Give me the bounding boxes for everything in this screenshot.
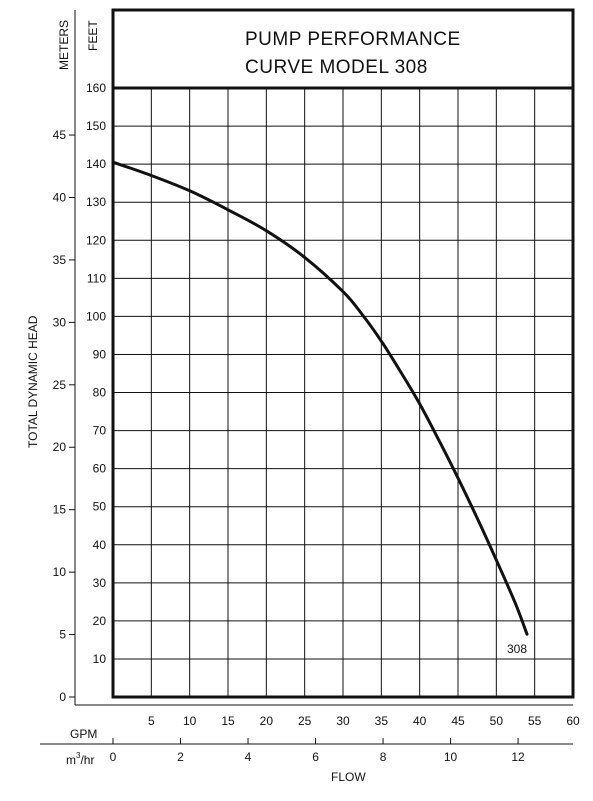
axes: [40, 10, 573, 745]
m3hr-tick-label: 4: [245, 750, 252, 764]
series-308-line: [111, 160, 529, 636]
meters-tick-label: 45: [53, 128, 67, 142]
gpm-tick-label: 5: [148, 714, 155, 728]
meters-tick-label: 30: [53, 315, 67, 329]
m3hr-tick-label: 2: [177, 750, 184, 764]
feet-tick-label: 90: [93, 347, 107, 361]
meters-tick-label: 40: [53, 190, 67, 204]
feet-tick-label: 120: [86, 233, 106, 247]
feet-tick-label: 150: [86, 119, 106, 133]
m3hr-tick-label: 0: [110, 750, 117, 764]
gpm-tick-label: 35: [375, 714, 389, 728]
meters-tick-label: 0: [59, 690, 66, 704]
feet-tick-label: 30: [93, 576, 107, 590]
gpm-tick-label: 25: [298, 714, 312, 728]
meters-tick-label: 5: [59, 628, 66, 642]
gpm-tick-label: 50: [490, 714, 504, 728]
feet-tick-label: 160: [86, 81, 106, 95]
feet-tick-label: 110: [87, 271, 106, 285]
m3hr-unit-rest: /hr: [80, 753, 94, 767]
meters-unit-label: METERS: [57, 20, 71, 70]
series-layer: 308: [111, 160, 529, 656]
feet-tick-label: 70: [93, 424, 107, 438]
feet-tick-label: 100: [86, 309, 106, 323]
feet-tick-label: 130: [86, 195, 106, 209]
meters-tick-label: 15: [53, 503, 67, 517]
m3hr-tick-label: 10: [444, 750, 458, 764]
chart-title-line-2: CURVE MODEL 308: [245, 57, 428, 78]
m3hr-tick-label: 6: [312, 750, 319, 764]
meters-tick-label: 25: [53, 378, 67, 392]
feet-tick-label: 80: [93, 386, 107, 400]
gpm-tick-label: 55: [528, 714, 542, 728]
y-axis-title: TOTAL DYNAMIC HEAD: [26, 315, 40, 448]
meters-tick-label: 10: [53, 565, 67, 579]
feet-tick-label: 40: [93, 538, 107, 552]
gpm-tick-label: 15: [221, 714, 235, 728]
grid: [113, 88, 573, 697]
meters-tick-label: 35: [53, 253, 67, 267]
feet-tick-label: 60: [93, 462, 107, 476]
gpm-tick-label: 40: [413, 714, 427, 728]
chart-title-line-1: PUMP PERFORMANCE: [245, 29, 461, 50]
m3hr-unit-base: m: [66, 753, 76, 767]
feet-tick-label: 20: [93, 614, 107, 628]
m3hr-tick-label: 12: [511, 750, 525, 764]
feet-tick-label: 50: [93, 500, 107, 514]
gpm-tick-label: 30: [336, 714, 350, 728]
m3hr-unit-label: m3/hr: [66, 751, 94, 767]
x-axis-title: FLOW: [331, 770, 366, 784]
tick-labels: 1020304050607080901001101201301401501600…: [53, 81, 580, 764]
gpm-tick-label: 20: [260, 714, 274, 728]
gpm-tick-label: 10: [183, 714, 197, 728]
feet-tick-label: 140: [86, 157, 106, 171]
m3hr-tick-label: 8: [380, 750, 387, 764]
meters-tick-label: 20: [53, 440, 67, 454]
gpm-tick-label: 45: [451, 714, 465, 728]
feet-unit-label: FEET: [86, 20, 100, 51]
gpm-tick-label: 60: [566, 714, 580, 728]
feet-tick-label: 10: [93, 652, 107, 666]
gpm-unit-label: GPM: [70, 727, 97, 741]
series-308-label: 308: [507, 642, 527, 656]
m3hr-unit-superscript: 3: [76, 751, 81, 760]
